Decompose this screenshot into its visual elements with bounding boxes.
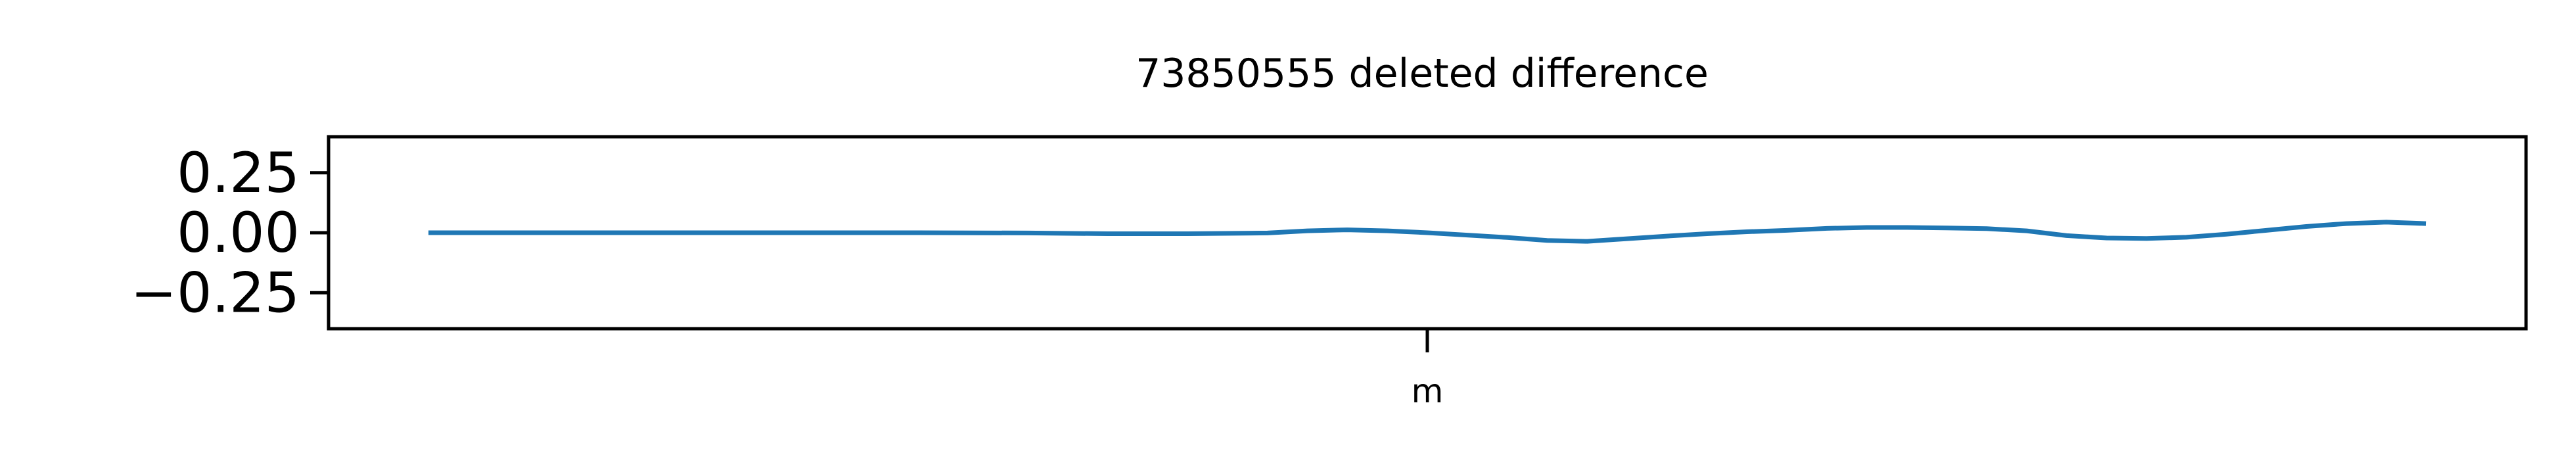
series-line xyxy=(428,220,2427,244)
y-tick-label: −0.25 xyxy=(131,260,300,325)
y-axis: 0.250.00−0.25 xyxy=(131,141,329,325)
y-tick-label: 0.00 xyxy=(177,201,300,265)
x-tick-label: m xyxy=(1412,372,1444,410)
x-axis: m xyxy=(1412,329,1444,410)
y-tick-label: 0.25 xyxy=(177,141,300,205)
chart-title: 73850555 deleted difference xyxy=(1136,51,1709,97)
plot-frame xyxy=(327,135,2528,331)
